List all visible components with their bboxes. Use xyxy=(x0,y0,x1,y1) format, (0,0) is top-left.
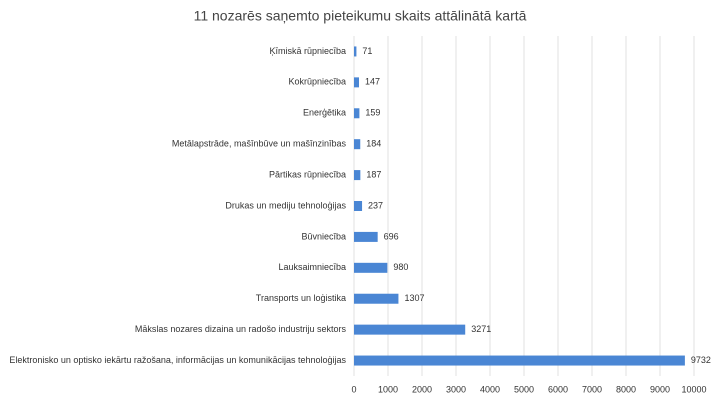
bar xyxy=(354,293,399,304)
x-tick-label: 6000 xyxy=(548,384,568,394)
y-tick-label: Metālapstrāde, mašīnbūve un mašīnzinības xyxy=(172,139,347,149)
x-tick-label: 8000 xyxy=(616,384,636,394)
y-tick-label: Pārtikas rūpniecība xyxy=(269,169,346,179)
y-tick-label: Lauksaimniecība xyxy=(278,262,346,272)
y-tick-label: Enerģētika xyxy=(303,108,346,118)
bar xyxy=(354,231,378,242)
bar xyxy=(354,355,685,366)
y-tick-label: Mākslas nozares dizaina un radošo indust… xyxy=(135,324,347,334)
data-label: 3271 xyxy=(471,324,491,334)
x-tick-label: 2000 xyxy=(412,384,432,394)
data-label: 1307 xyxy=(404,293,424,303)
bar xyxy=(354,139,361,150)
bar xyxy=(354,262,388,273)
x-tick-label: 3000 xyxy=(446,384,466,394)
y-tick-label: Drukas un mediju tehnoloģijas xyxy=(225,200,346,210)
data-label: 147 xyxy=(365,77,380,87)
bar xyxy=(354,108,360,119)
bar xyxy=(354,77,359,88)
data-label: 696 xyxy=(384,231,399,241)
data-label: 187 xyxy=(366,169,381,179)
y-tick-label: Būvniecība xyxy=(301,231,346,241)
bar xyxy=(354,201,363,211)
bar xyxy=(354,170,361,181)
x-tick-label: 9000 xyxy=(650,384,670,394)
data-label: 71 xyxy=(362,46,372,56)
y-tick-label: Kokrūpniecība xyxy=(288,77,346,87)
bar xyxy=(354,46,357,57)
data-label: 159 xyxy=(365,108,380,118)
x-tick-label: 0 xyxy=(351,384,356,394)
y-tick-label: Ķīmiskā rūpniecība xyxy=(269,46,346,56)
chart-title: 11 nozarēs saņemto pieteikumu skaits att… xyxy=(194,8,527,24)
data-label: 980 xyxy=(393,262,408,272)
data-label: 237 xyxy=(368,200,383,210)
data-label: 9732 xyxy=(691,355,711,365)
bar xyxy=(354,324,466,335)
x-tick-label: 10000 xyxy=(681,384,706,394)
x-tick-label: 4000 xyxy=(480,384,500,394)
x-tick-label: 7000 xyxy=(582,384,602,394)
y-tick-label: Transports un loģistika xyxy=(256,293,346,303)
y-tick-label: Elektronisko un optisko iekārtu ražošana… xyxy=(9,355,346,365)
x-tick-label: 1000 xyxy=(378,384,398,394)
x-tick-label: 5000 xyxy=(514,384,534,394)
data-label: 184 xyxy=(366,139,381,149)
